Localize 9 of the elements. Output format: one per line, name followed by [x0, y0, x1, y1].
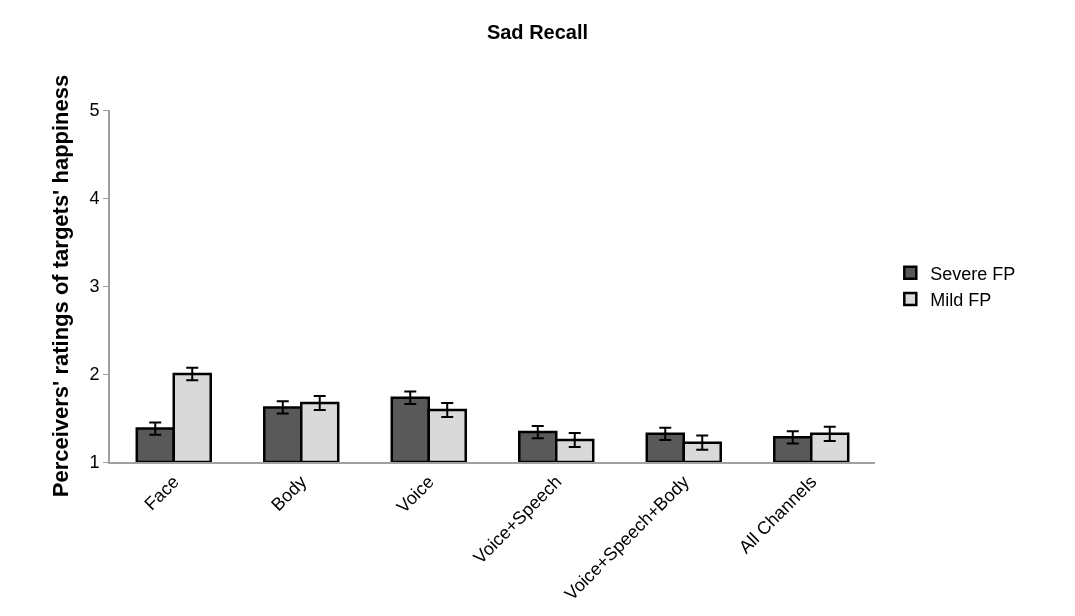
- legend-label: Severe FP: [930, 263, 1016, 284]
- y-tick-label: 1: [89, 452, 100, 473]
- legend-label: Mild FP: [930, 290, 992, 311]
- y-axis-title: Perceivers' ratings of targets' happiness: [47, 74, 73, 498]
- chart-title: Sad Recall: [486, 20, 589, 43]
- y-tick-label: 5: [89, 100, 100, 121]
- y-tick-label: 2: [89, 364, 100, 385]
- y-tick-label: 4: [89, 188, 100, 209]
- y-tick-label: 3: [89, 276, 100, 297]
